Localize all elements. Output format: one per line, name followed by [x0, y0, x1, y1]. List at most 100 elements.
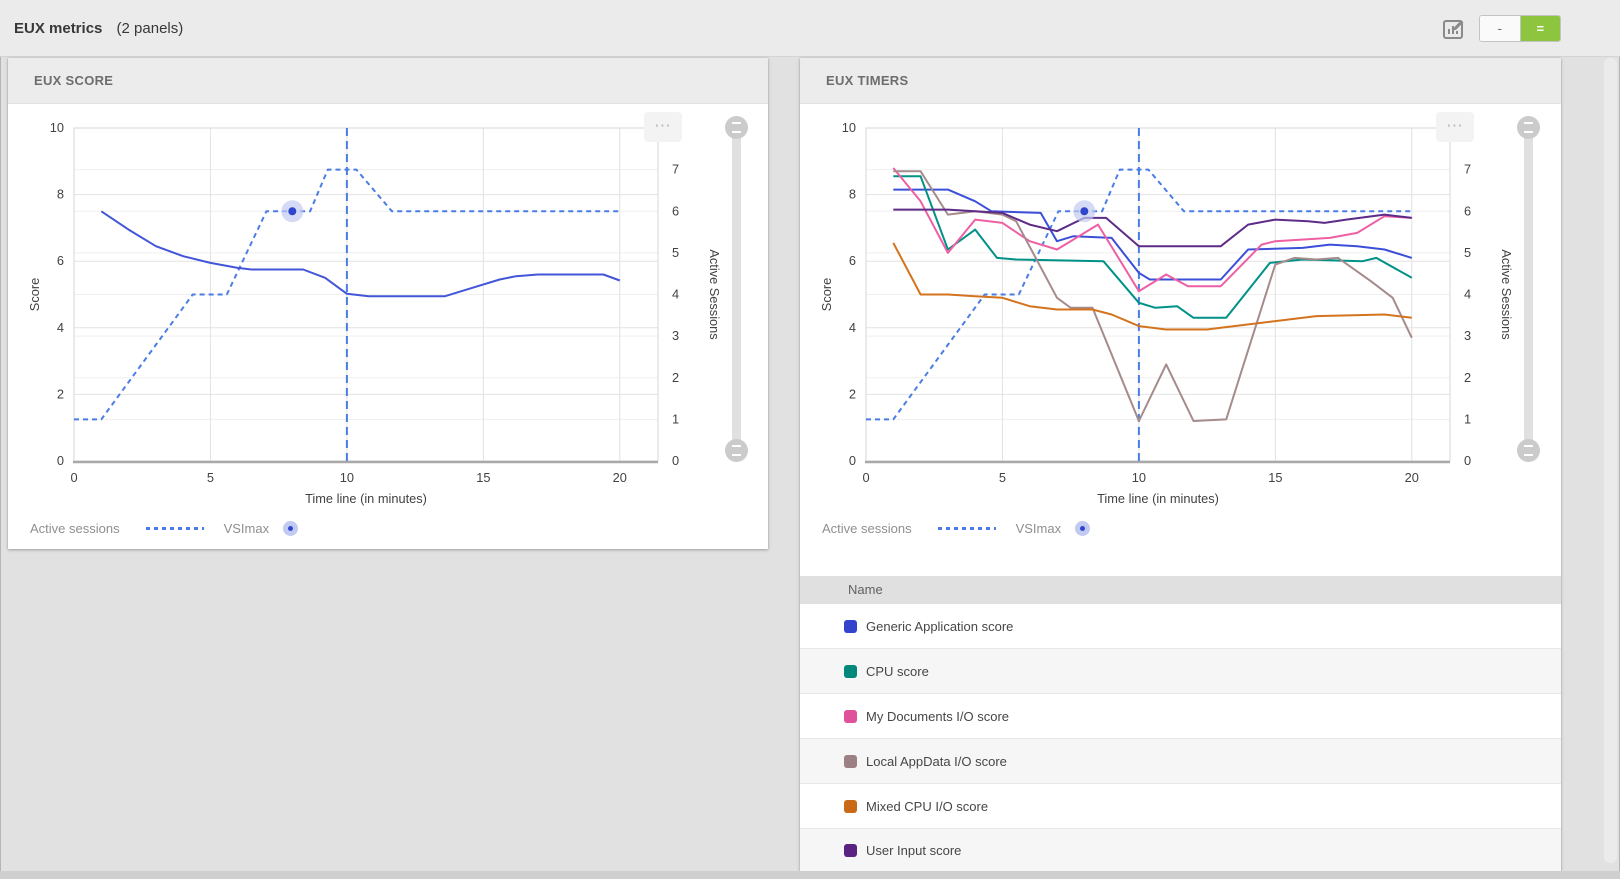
- slider-handle-bottom[interactable]: [725, 439, 748, 462]
- svg-text:8: 8: [57, 187, 64, 202]
- svg-text:5: 5: [672, 245, 679, 260]
- svg-text:5: 5: [1464, 245, 1471, 260]
- svg-text:15: 15: [476, 470, 490, 485]
- series-color-swatch: [844, 619, 857, 633]
- svg-text:2: 2: [1464, 370, 1471, 385]
- series-name-label: CPU score: [866, 663, 929, 679]
- more-options-button[interactable]: ⋯: [1436, 112, 1474, 142]
- table-row[interactable]: User Input score: [800, 829, 1561, 871]
- legend-vsimax-label[interactable]: VSImax: [1015, 520, 1062, 536]
- svg-text:Time line (in minutes): Time line (in minutes): [1097, 491, 1219, 506]
- svg-text:8: 8: [849, 187, 856, 202]
- svg-text:4: 4: [57, 320, 64, 335]
- series-color-swatch: [844, 709, 857, 723]
- svg-text:4: 4: [672, 287, 679, 302]
- layout-toggle-collapse-button[interactable]: -: [1480, 16, 1520, 41]
- vertical-scrollbar[interactable]: [1604, 58, 1617, 863]
- series-name-label: My Documents I/O score: [866, 708, 1010, 724]
- series-color-swatch: [844, 664, 857, 678]
- series-line: [100, 210, 621, 298]
- chart-svg: 024681001234567805101520Time line (in mi…: [27, 120, 722, 506]
- svg-text:5: 5: [207, 470, 214, 485]
- svg-text:10: 10: [340, 470, 354, 485]
- chart-edit-icon: [1441, 20, 1467, 46]
- series-color-swatch: [844, 843, 857, 857]
- svg-text:20: 20: [613, 470, 627, 485]
- svg-text:5: 5: [999, 470, 1006, 485]
- eux-timers-chart[interactable]: 024681001234567805101520Time line (in mi…: [800, 104, 1560, 549]
- series-line: [892, 242, 1412, 331]
- chart-legend: Active sessions VSImax: [8, 516, 768, 540]
- svg-text:Active Sessions: Active Sessions: [707, 249, 722, 339]
- panel-title: EUX SCORE: [34, 73, 114, 88]
- svg-text:2: 2: [672, 370, 679, 385]
- svg-text:7: 7: [672, 162, 679, 177]
- legend-vsimax-label[interactable]: VSImax: [223, 520, 270, 536]
- table-row[interactable]: Mixed CPU I/O score: [800, 784, 1561, 829]
- svg-text:4: 4: [849, 320, 856, 335]
- slider-handle-bottom[interactable]: [1517, 439, 1540, 462]
- slider-track[interactable]: [732, 120, 741, 460]
- svg-text:0: 0: [57, 453, 64, 468]
- slider-handle-top[interactable]: [725, 116, 748, 139]
- legend-active-sessions-label[interactable]: Active sessions: [30, 520, 120, 536]
- svg-text:2: 2: [849, 386, 856, 401]
- eux-score-chart[interactable]: 024681001234567805101520Time line (in mi…: [8, 104, 768, 549]
- panel-title: EUX TIMERS: [826, 73, 909, 88]
- series-line: [892, 167, 1412, 293]
- panels-count: (2 panels): [116, 20, 184, 37]
- svg-text:7: 7: [1464, 162, 1471, 177]
- series-line: [74, 168, 620, 421]
- series-name-label: Generic Application score: [866, 618, 1014, 634]
- more-options-button[interactable]: ⋯: [644, 112, 682, 142]
- series-color-swatch: [844, 799, 857, 813]
- chart-legend: Active sessions VSImax: [800, 516, 1560, 540]
- svg-text:6: 6: [849, 253, 856, 268]
- svg-text:0: 0: [70, 470, 77, 485]
- svg-text:15: 15: [1268, 470, 1282, 485]
- page-title-text: EUX metrics: [14, 20, 103, 37]
- svg-text:Time line (in minutes): Time line (in minutes): [305, 491, 427, 506]
- series-table: Name Generic Application score CPU score M…: [800, 576, 1561, 871]
- page-title: EUX metrics (2 panels): [14, 0, 183, 57]
- svg-text:0: 0: [862, 470, 869, 485]
- svg-text:6: 6: [1464, 203, 1471, 218]
- table-row[interactable]: My Documents I/O score: [800, 694, 1561, 739]
- table-row[interactable]: Local AppData I/O score: [800, 739, 1561, 784]
- vsimax-marker-icon: [1075, 520, 1091, 536]
- panel-eux-timers-header: EUX TIMERS: [800, 58, 1561, 104]
- table-row[interactable]: Generic Application score: [800, 604, 1561, 649]
- svg-text:6: 6: [57, 253, 64, 268]
- layout-toggle: - =: [1479, 15, 1561, 42]
- svg-text:10: 10: [842, 120, 856, 135]
- svg-text:3: 3: [1464, 328, 1471, 343]
- vsimax-point: [1080, 207, 1089, 216]
- table-row[interactable]: CPU score: [800, 649, 1561, 694]
- svg-text:6: 6: [672, 203, 679, 218]
- svg-text:1: 1: [672, 411, 679, 426]
- edit-metrics-button[interactable]: [1441, 16, 1467, 42]
- series-name-label: Mixed CPU I/O score: [866, 798, 989, 814]
- panel-eux-timers: EUX TIMERS 024681001234567805101520Time …: [800, 58, 1561, 871]
- slider-handle-top[interactable]: [1517, 116, 1540, 139]
- svg-text:Active Sessions: Active Sessions: [1499, 249, 1514, 339]
- top-bar: EUX metrics (2 panels) - =: [0, 0, 1620, 57]
- panel-eux-score-header: EUX SCORE: [8, 58, 768, 104]
- svg-text:20: 20: [1405, 470, 1419, 485]
- svg-text:1: 1: [1464, 411, 1471, 426]
- series-name-label: User Input score: [866, 842, 962, 858]
- series-color-swatch: [844, 754, 857, 768]
- sessions-range-slider: [1516, 106, 1542, 474]
- horizontal-scrollbar[interactable]: [0, 871, 1620, 879]
- series-name-label: Local AppData I/O score: [866, 753, 1007, 769]
- svg-text:4: 4: [1464, 287, 1471, 302]
- active-sessions-dash-sample: [937, 526, 996, 530]
- vsimax-marker-icon: [283, 520, 299, 536]
- svg-text:Score: Score: [819, 278, 834, 311]
- layout-toggle-split-button[interactable]: =: [1519, 16, 1560, 41]
- table-header-name: Name: [800, 576, 1561, 604]
- vsimax-point: [288, 207, 297, 216]
- legend-active-sessions-label[interactable]: Active sessions: [822, 520, 912, 536]
- svg-text:10: 10: [50, 120, 64, 135]
- slider-track[interactable]: [1524, 120, 1533, 460]
